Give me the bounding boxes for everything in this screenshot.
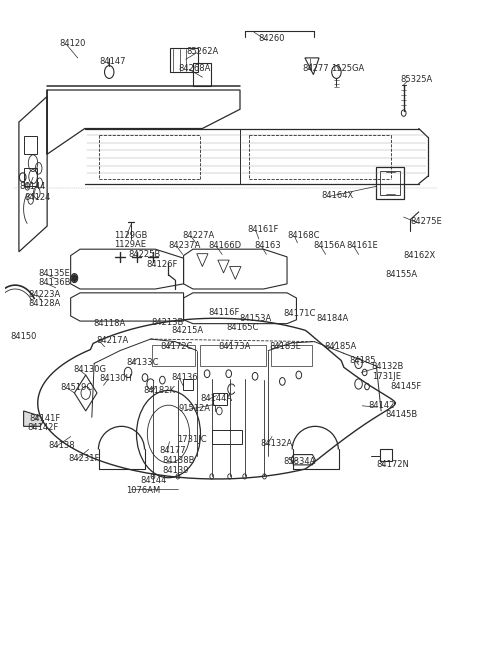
Text: 1125GA: 1125GA — [331, 64, 364, 73]
Bar — [24, 136, 37, 154]
Text: 85834A: 85834A — [284, 457, 316, 466]
Text: 84185: 84185 — [349, 356, 376, 365]
Text: 84171C: 84171C — [283, 309, 316, 318]
Text: 84136: 84136 — [172, 373, 198, 382]
Text: 84164X: 84164X — [321, 191, 353, 200]
Polygon shape — [24, 411, 43, 426]
Text: 84124: 84124 — [24, 193, 51, 202]
Text: 84142F: 84142F — [27, 423, 59, 432]
Bar — [271, 345, 312, 366]
Text: 84132B: 84132B — [372, 362, 404, 371]
Bar — [212, 430, 242, 444]
Text: 84153A: 84153A — [239, 314, 271, 323]
Text: 84172N: 84172N — [376, 460, 409, 470]
Text: 84135E: 84135E — [39, 269, 71, 278]
Text: 84227A: 84227A — [182, 231, 215, 240]
Text: 84139: 84139 — [163, 466, 189, 474]
Bar — [193, 63, 211, 86]
Text: 84126F: 84126F — [147, 260, 178, 269]
Text: 84275E: 84275E — [410, 217, 442, 226]
Text: 85325A: 85325A — [400, 75, 432, 84]
Text: 1129AE: 1129AE — [114, 240, 146, 248]
Text: 84144: 84144 — [140, 476, 167, 485]
Text: 84260: 84260 — [259, 34, 285, 43]
Text: 84144: 84144 — [19, 182, 45, 191]
Bar — [170, 48, 198, 72]
Text: 84138B: 84138B — [163, 456, 195, 465]
Text: 84519C: 84519C — [60, 383, 93, 392]
Text: 84177: 84177 — [159, 446, 186, 455]
Bar — [182, 379, 193, 390]
Text: 84215A: 84215A — [172, 326, 204, 335]
Bar — [213, 393, 227, 405]
Text: 84231F: 84231F — [68, 454, 100, 463]
Text: 84183E: 84183E — [269, 343, 301, 351]
Text: 84268A: 84268A — [178, 64, 210, 73]
Text: 84163: 84163 — [254, 241, 281, 250]
Text: 84213B: 84213B — [152, 318, 184, 327]
Bar — [152, 345, 195, 366]
Text: 84161E: 84161E — [346, 241, 378, 250]
Text: 84166D: 84166D — [208, 241, 241, 250]
Text: 84132A: 84132A — [261, 439, 293, 447]
Text: 1076AM: 1076AM — [126, 486, 160, 495]
Text: 84155A: 84155A — [385, 271, 417, 280]
Text: 84185A: 84185A — [324, 343, 357, 351]
Text: 84145F: 84145F — [391, 382, 422, 391]
Text: 84145B: 84145B — [385, 410, 417, 419]
Text: 1129GB: 1129GB — [114, 231, 147, 240]
Text: 84173A: 84173A — [219, 343, 251, 351]
Text: 84116F: 84116F — [208, 308, 240, 316]
Text: 84161F: 84161F — [247, 225, 278, 234]
Bar — [380, 171, 400, 195]
Text: 1731JC: 1731JC — [177, 435, 206, 443]
Text: 84172C: 84172C — [160, 343, 192, 351]
Text: 84120: 84120 — [59, 39, 85, 48]
Text: 84133C: 84133C — [126, 358, 159, 367]
Text: 84130H: 84130H — [99, 375, 132, 383]
Text: 84217A: 84217A — [96, 336, 129, 345]
Circle shape — [72, 275, 77, 281]
Text: 84136B: 84136B — [39, 278, 71, 287]
Text: 84147: 84147 — [99, 57, 125, 66]
Text: 84168C: 84168C — [287, 231, 320, 240]
Text: 84165C: 84165C — [226, 323, 258, 332]
Text: 84118A: 84118A — [93, 319, 125, 328]
Text: 84223A: 84223A — [28, 290, 60, 299]
Bar — [24, 168, 37, 186]
Text: 91512A: 91512A — [179, 404, 211, 413]
Text: 84156A: 84156A — [313, 241, 346, 250]
Text: 84144A: 84144A — [200, 394, 232, 403]
Text: 84225B: 84225B — [128, 250, 160, 259]
Text: 84138: 84138 — [48, 441, 75, 450]
Text: 84130G: 84130G — [73, 365, 106, 374]
Bar — [380, 449, 393, 461]
Text: 84150: 84150 — [11, 332, 37, 341]
Text: 84128A: 84128A — [28, 299, 60, 309]
Text: 85262A: 85262A — [186, 47, 218, 56]
Text: 84182K: 84182K — [144, 386, 176, 395]
Text: 84184A: 84184A — [316, 314, 348, 323]
Text: 84142: 84142 — [368, 402, 395, 410]
Bar — [200, 345, 266, 366]
Text: 84141F: 84141F — [29, 414, 60, 423]
Text: 1731JE: 1731JE — [372, 372, 401, 381]
Text: 84237A: 84237A — [168, 241, 201, 250]
Bar — [376, 167, 404, 199]
Text: 84162X: 84162X — [404, 251, 436, 260]
Text: 84277: 84277 — [302, 64, 329, 73]
